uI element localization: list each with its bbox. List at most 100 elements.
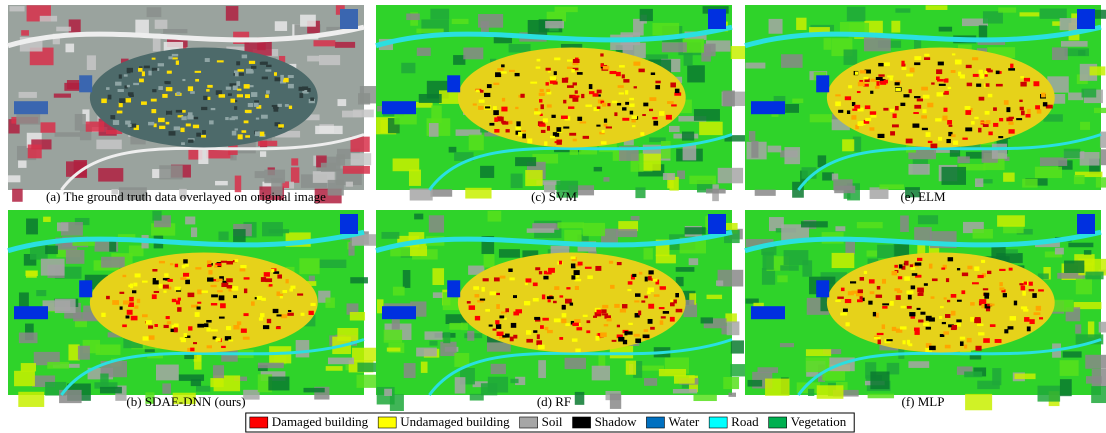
- building: [631, 116, 637, 120]
- patch: [381, 232, 399, 239]
- building: [937, 92, 944, 96]
- patch: [1003, 173, 1015, 182]
- building: [578, 262, 583, 266]
- building: [607, 103, 610, 106]
- building: [1008, 122, 1013, 125]
- building: [245, 135, 250, 137]
- patch: [992, 368, 1001, 385]
- building: [546, 89, 550, 92]
- building: [176, 300, 180, 304]
- building: [601, 309, 606, 313]
- patch: [449, 147, 457, 153]
- building: [106, 296, 110, 299]
- patch: [891, 21, 900, 33]
- building: [855, 72, 858, 75]
- building: [962, 138, 967, 140]
- building: [119, 74, 122, 78]
- patch: [565, 358, 586, 369]
- patch: [723, 91, 735, 107]
- patch: [300, 15, 316, 27]
- building: [622, 118, 629, 121]
- patch: [1060, 379, 1072, 396]
- patch: [409, 170, 421, 186]
- building: [979, 299, 986, 304]
- building: [526, 339, 533, 343]
- patch: [1074, 175, 1085, 184]
- patch: [429, 123, 439, 137]
- patch: [644, 378, 657, 386]
- building: [244, 289, 247, 294]
- building: [127, 310, 133, 315]
- building: [944, 79, 949, 83]
- patch: [575, 392, 585, 405]
- building: [544, 141, 547, 145]
- patch: [975, 178, 983, 187]
- patch: [429, 215, 444, 232]
- building: [152, 294, 157, 299]
- building: [297, 293, 303, 295]
- building: [1041, 93, 1046, 98]
- patch: [545, 21, 564, 28]
- building: [667, 101, 674, 104]
- building: [882, 324, 885, 329]
- building: [516, 121, 520, 126]
- building: [932, 278, 938, 281]
- building: [960, 337, 965, 340]
- building: [602, 313, 608, 315]
- building: [929, 346, 936, 350]
- building: [618, 85, 624, 88]
- patch: [718, 168, 743, 183]
- patch: [939, 27, 952, 32]
- building: [617, 325, 620, 328]
- patch: [417, 48, 431, 56]
- building: [892, 327, 896, 331]
- building: [496, 324, 501, 329]
- patch: [78, 346, 90, 360]
- building: [595, 266, 601, 271]
- building: [647, 291, 651, 294]
- building: [185, 264, 189, 267]
- building: [606, 126, 612, 128]
- building: [180, 128, 184, 132]
- building: [864, 271, 867, 274]
- building: [986, 120, 991, 124]
- building: [494, 129, 499, 133]
- building: [172, 299, 176, 302]
- building: [900, 103, 905, 106]
- building: [149, 335, 155, 339]
- building: [616, 72, 621, 76]
- building: [1029, 282, 1033, 286]
- building: [944, 91, 949, 94]
- patch: [19, 92, 37, 98]
- building: [148, 122, 154, 125]
- building: [904, 276, 910, 280]
- building: [1006, 107, 1010, 112]
- building: [183, 273, 189, 277]
- building: [628, 323, 632, 325]
- patch: [393, 158, 420, 171]
- building: [921, 115, 927, 118]
- building: [536, 340, 542, 345]
- building: [648, 270, 653, 274]
- patch: [488, 377, 508, 393]
- patch: [592, 366, 610, 381]
- patch: [491, 364, 506, 374]
- building: [499, 315, 504, 318]
- building: [878, 134, 885, 138]
- building: [1043, 102, 1047, 106]
- building: [197, 324, 204, 328]
- building: [485, 309, 490, 312]
- patch: [777, 275, 787, 282]
- building: [162, 94, 167, 98]
- building: [505, 334, 510, 338]
- legend-swatch: [573, 417, 591, 428]
- building: [159, 126, 165, 129]
- building: [274, 72, 277, 76]
- building: [188, 140, 193, 143]
- patch: [350, 312, 365, 321]
- building: [601, 141, 607, 144]
- building: [112, 300, 119, 305]
- building: [617, 262, 622, 265]
- building: [1024, 78, 1030, 82]
- building: [554, 57, 560, 60]
